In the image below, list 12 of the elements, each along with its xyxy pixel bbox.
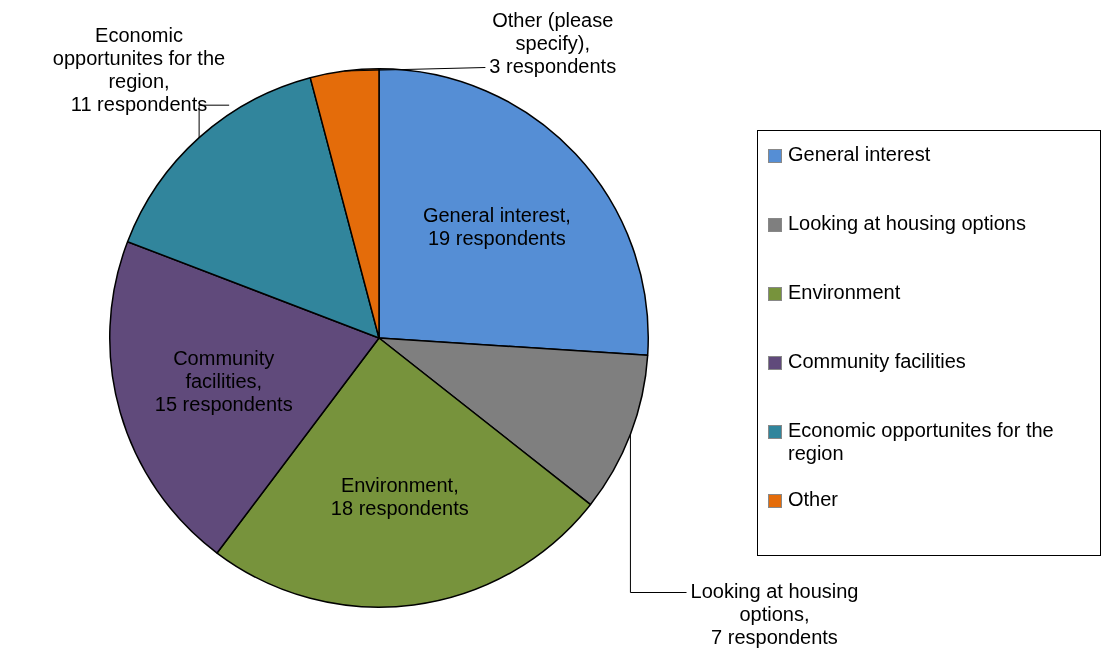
data-label: Community facilities, 15 respondents bbox=[154, 347, 293, 416]
data-label: Other (please specify), 3 respondents bbox=[489, 9, 617, 78]
legend-label: Other bbox=[788, 488, 839, 511]
legend-label: Economic opportunites for the region bbox=[788, 419, 1055, 465]
legend-label: General interest bbox=[788, 143, 931, 166]
data-label: Economic opportunites for the region, 11 respondents bbox=[52, 23, 226, 115]
data-label: General interest, 19 respondents bbox=[422, 203, 571, 249]
legend-label: Community facilities bbox=[788, 350, 966, 373]
data-label: Looking at housing options, 7 respondents bbox=[690, 580, 859, 649]
data-label: Environment, 18 respondents bbox=[330, 474, 469, 520]
legend-label: Environment bbox=[788, 281, 901, 304]
legend-label: Looking at housing options bbox=[788, 212, 1026, 235]
